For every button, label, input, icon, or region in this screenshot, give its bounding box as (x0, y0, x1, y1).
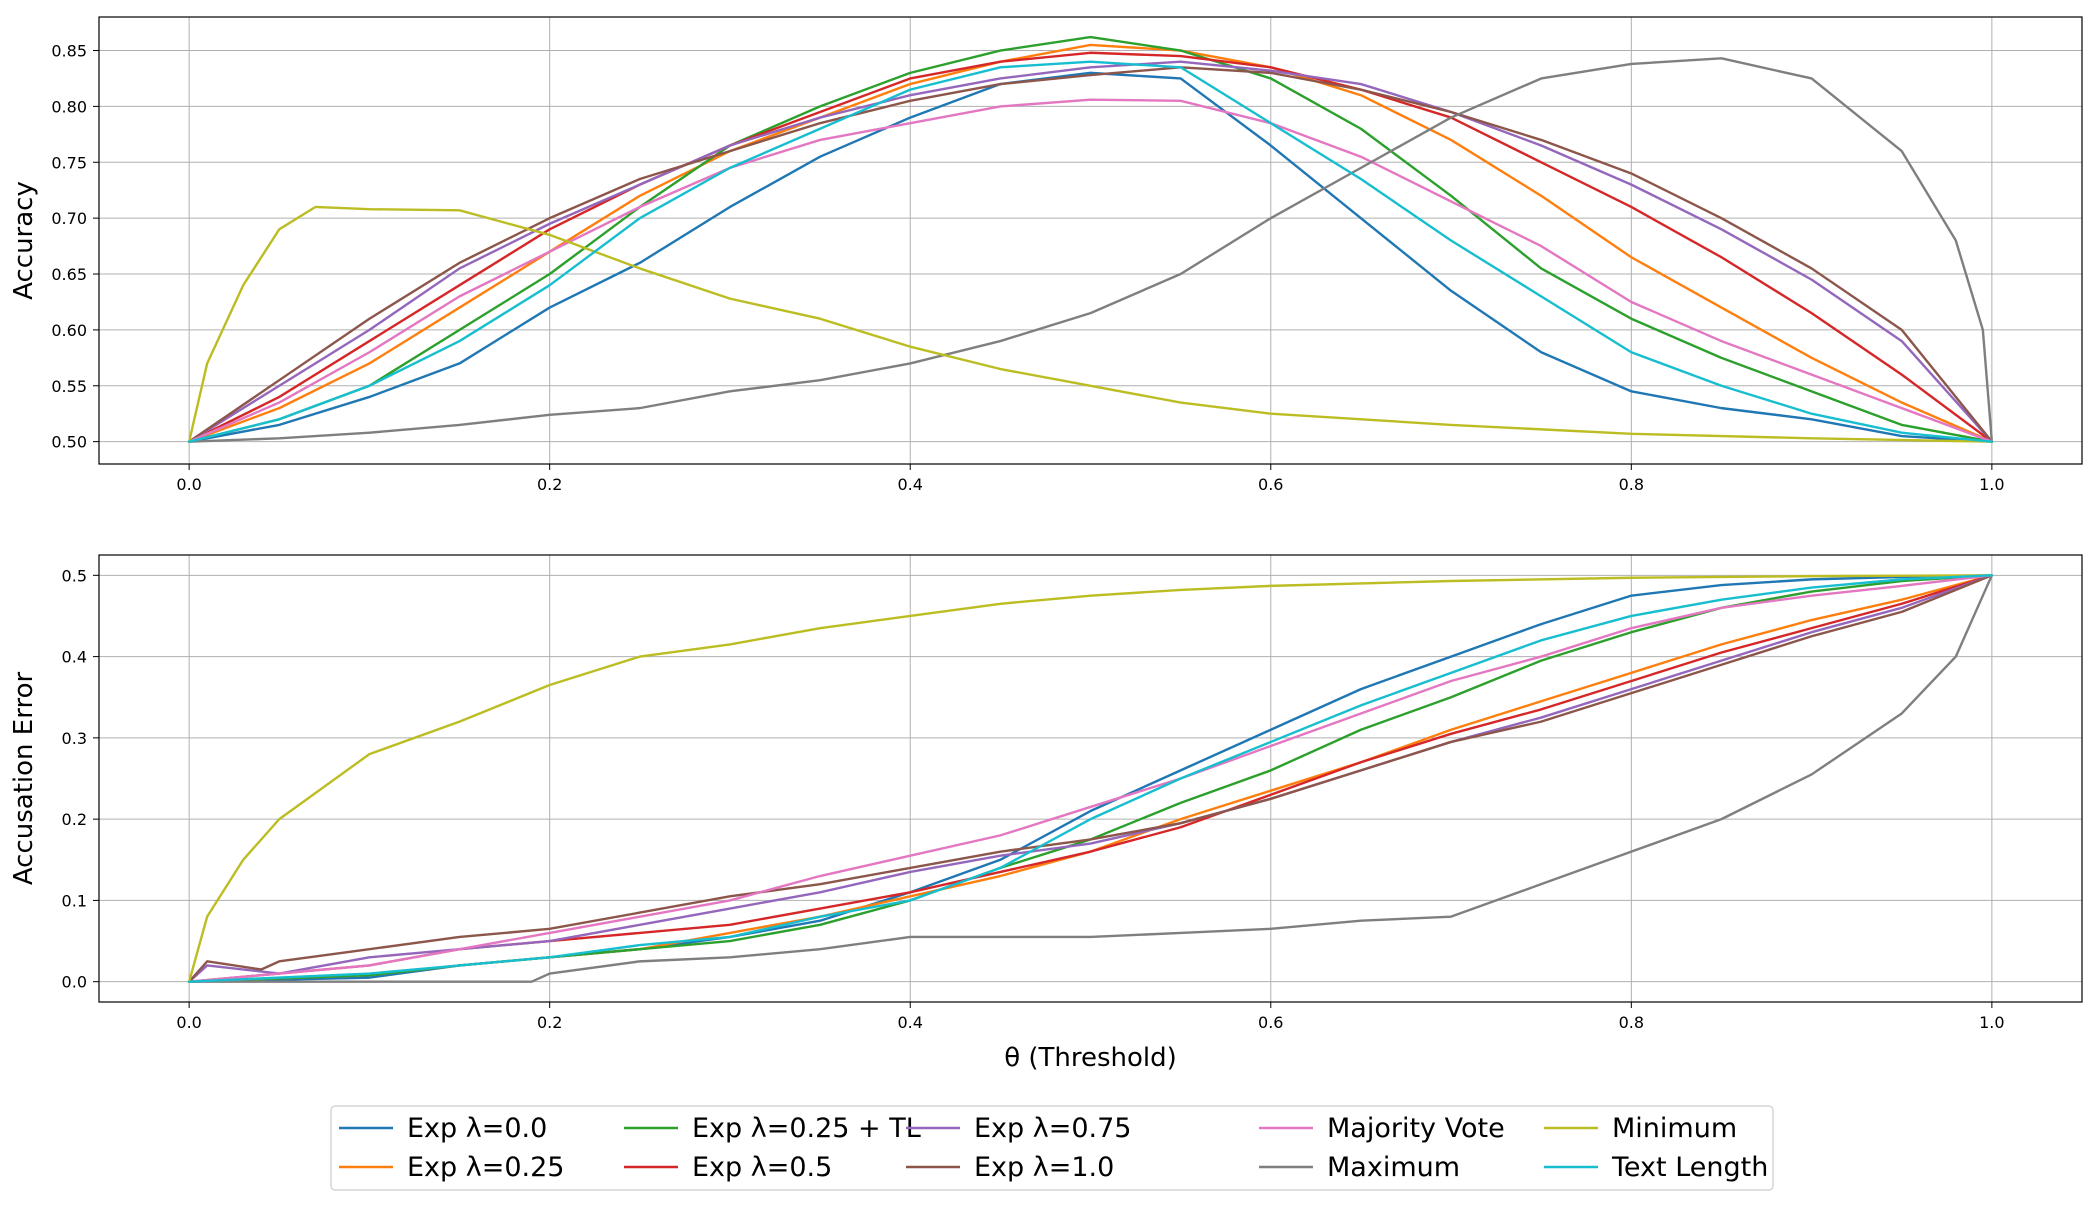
panel-1-series-exp-0-0 (187, 71, 1994, 443)
panel-1-xtick-label-1: 0.2 (537, 475, 562, 494)
legend: Exp λ=0.0 Exp λ=0.25 Exp λ=0.25 + TL Exp λ=… (330, 1105, 1774, 1191)
panel-1-ytick-label-5: 0.75 (51, 153, 87, 172)
legend-label-exp-0-25-tl: Exp λ=0.25 + TL (692, 1113, 921, 1144)
panel-2-series-text-length (187, 574, 1994, 983)
panel-1-series-exp-0-5 (187, 51, 1994, 443)
panel-1-ytick-label-0: 0.50 (51, 433, 87, 452)
panel-2-xtick-label-4: 0.8 (1619, 1013, 1644, 1032)
panel-2-xtick-label-3: 0.6 (1258, 1013, 1283, 1032)
panel-1-xtick-label-3: 0.6 (1258, 475, 1283, 494)
legend-frame (330, 1105, 1774, 1191)
panel-1-xtick-label-2: 0.4 (898, 475, 923, 494)
panel-2-xtick-label-1: 0.2 (537, 1013, 562, 1032)
panel-2-series-minimum (187, 574, 1994, 983)
legend-label-exp-1-0: Exp λ=1.0 (974, 1152, 1114, 1183)
panel-2-series-exp-1-0 (187, 574, 1994, 983)
panel-1-xtick-label-4: 0.8 (1619, 475, 1644, 494)
panel-2-ytick-label-4: 0.4 (62, 648, 87, 667)
panel-2-ytick-label-5: 0.5 (62, 566, 87, 585)
legend-label-text-length: Text Length (1611, 1152, 1768, 1183)
panel-1-ytick-label-6: 0.80 (51, 97, 87, 116)
panel-2-ylabel: Accusation Error (9, 672, 39, 886)
legend-label-exp-0-25: Exp λ=0.25 (407, 1152, 564, 1183)
panel-2-ytick-label-1: 0.1 (62, 891, 87, 910)
panel-1-xtick-label-0: 0.0 (176, 475, 201, 494)
panel-1-series-exp-0-25 (187, 43, 1994, 443)
panel-1-ylabel: Accuracy (9, 181, 39, 300)
panel-2-ytick-label-0: 0.0 (62, 973, 87, 992)
legend-label-majority-vote: Majority Vote (1327, 1113, 1505, 1144)
accusation-error-panel: 0.0 0.2 0.4 0.6 0.8 1.0 0.0 0.1 0.2 0.3 0.4 0.5 Accu… (9, 554, 2083, 1073)
panel-1-series-majority-vote (187, 98, 1994, 443)
panel-1-series-exp-1-0 (187, 66, 1994, 443)
panel-1-ytick-label-1: 0.55 (51, 377, 87, 396)
panel-1-series-exp-0-25-tl (187, 35, 1994, 443)
panel-2-ytick-label-2: 0.2 (62, 810, 87, 829)
panel-1-series-group (187, 35, 1994, 443)
panel-1-series-exp-0-75 (187, 60, 1994, 443)
legend-label-exp-0-75: Exp λ=0.75 (974, 1113, 1131, 1144)
panel-1-ytick-label-3: 0.65 (51, 265, 87, 284)
panel-2-xtick-label-0: 0.0 (176, 1013, 201, 1032)
panel-2-series-maximum (187, 574, 1994, 983)
panel-2-xtick-label-2: 0.4 (898, 1013, 923, 1032)
panel-1-series-maximum (187, 57, 1994, 443)
panel-1-ytick-label-7: 0.85 (51, 42, 87, 61)
panel-1-axes-frame (98, 16, 2083, 465)
panel-2-xtick-label-5: 1.0 (1979, 1013, 2004, 1032)
panel-2-ytick-label-3: 0.3 (62, 729, 87, 748)
panel-1-series-text-length (187, 60, 1994, 443)
panel-2-axes-frame (98, 554, 2083, 1003)
panel-1-xtick-label-5: 1.0 (1979, 475, 2004, 494)
panel-1-ytick-label-4: 0.70 (51, 209, 87, 228)
panel-2-series-exp-0-5 (187, 574, 1994, 983)
legend-label-exp-0-0: Exp λ=0.0 (407, 1113, 547, 1144)
legend-label-maximum: Maximum (1327, 1152, 1460, 1183)
panel-2-xlabel: θ (Threshold) (1004, 1043, 1177, 1073)
panel-2-series-majority-vote (187, 574, 1994, 983)
panel-1-ytick-label-2: 0.60 (51, 321, 87, 340)
legend-label-minimum: Minimum (1612, 1113, 1737, 1144)
panel-2-series-exp-0-75 (187, 574, 1994, 983)
panel-2-series-group (187, 574, 1994, 983)
panel-1-series-minimum (187, 205, 1994, 443)
legend-label-exp-0-5: Exp λ=0.5 (692, 1152, 832, 1183)
accuracy-panel: 0.0 0.2 0.4 0.6 0.8 1.0 0.50 0.55 0.60 0.65 0.70 0.… (9, 16, 2083, 494)
